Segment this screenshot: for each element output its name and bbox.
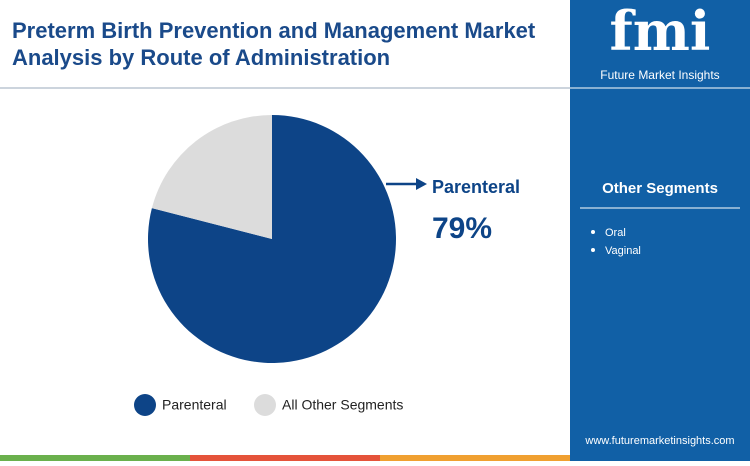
chart-title-line: Preterm Birth Prevention and Management … (12, 18, 536, 43)
legend-label: All Other Segments (282, 397, 403, 413)
legend-swatch (254, 394, 276, 416)
sidebar-item: Oral (605, 227, 626, 239)
brand-url: www.futuremarketinsights.com (584, 435, 734, 447)
callout-label: Parenteral (432, 177, 520, 197)
brand-name: Future Market Insights (600, 68, 719, 82)
sidebar-panel (570, 0, 750, 461)
logo: fmi (610, 0, 711, 63)
chart-title: Preterm Birth Prevention and Management … (12, 18, 536, 70)
legend-label: Parenteral (162, 397, 227, 413)
chart-title-line: Analysis by Route of Administration (12, 45, 390, 70)
footer-stripe (0, 455, 190, 461)
sidebar-item: Vaginal (605, 245, 641, 257)
bullet (591, 248, 595, 252)
data-label: 79% (432, 212, 492, 245)
pie-slice (151, 115, 272, 239)
bullet (591, 230, 595, 234)
footer-stripe (190, 455, 380, 461)
sidebar-title: Other Segments (602, 180, 718, 197)
legend-swatch (134, 394, 156, 416)
callout-arrowhead (416, 178, 427, 190)
footer-stripe (380, 455, 570, 461)
